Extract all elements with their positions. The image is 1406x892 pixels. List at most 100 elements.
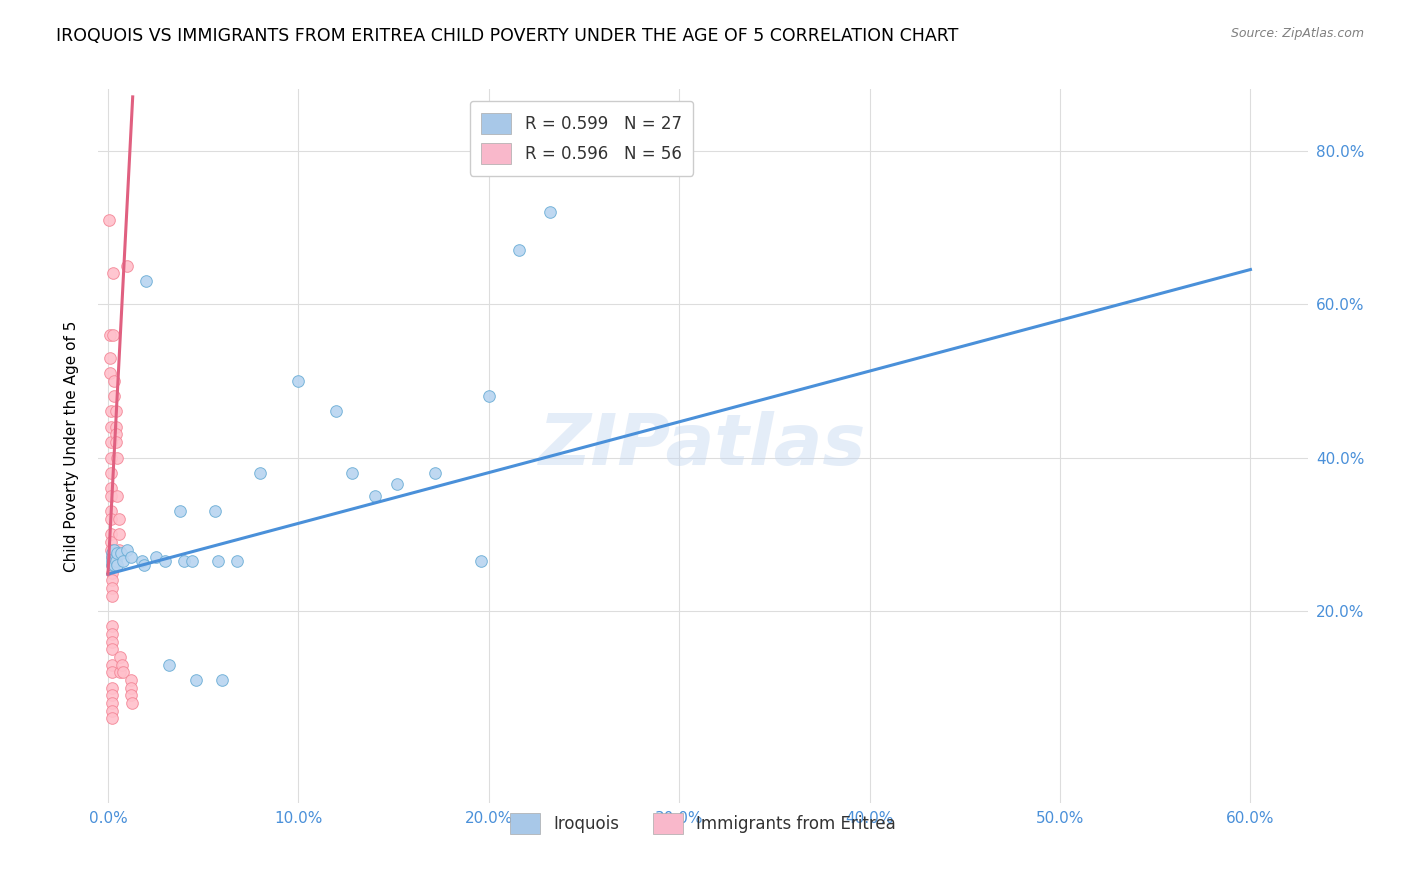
Point [100,711,122,725]
Point [287,374,309,388]
Point [103,554,125,568]
Point [134,558,156,572]
Point [145,550,167,565]
Point [100,589,122,603]
Point [184,673,207,687]
Point [100,450,122,465]
Point [107,546,129,560]
Point [100,527,122,541]
Point [103,389,125,403]
Point [103,558,125,572]
Point [98,366,121,380]
Point [100,665,122,680]
Point [100,489,122,503]
Point [104,419,127,434]
Point [211,673,233,687]
Y-axis label: Child Poverty Under the Age of 5: Child Poverty Under the Age of 5 [65,320,79,572]
Point [180,554,202,568]
Point [249,466,271,480]
Point [100,554,122,568]
Point [100,681,122,695]
Text: ZIPatlas: ZIPatlas [540,411,866,481]
Point [100,558,122,572]
Point [101,266,124,280]
Point [107,527,129,541]
Point [169,504,191,518]
Point [100,657,122,672]
Point [100,627,122,641]
Point [173,554,195,568]
Point [107,558,129,572]
Point [204,504,226,518]
Point [100,504,122,518]
Point [226,554,249,568]
Point [131,554,153,568]
Point [100,512,122,526]
Point [104,554,127,568]
Point [111,657,134,672]
Point [478,389,501,403]
Point [104,435,127,450]
Point [100,546,122,560]
Point [115,259,138,273]
Point [100,419,122,434]
Point [100,550,122,565]
Point [100,550,122,565]
Point [100,404,122,418]
Point [120,673,142,687]
Point [325,404,347,418]
Point [100,689,122,703]
Point [103,327,125,342]
Point [120,550,142,565]
Point [100,619,122,633]
Point [100,466,122,480]
Point [98,351,121,365]
Point [425,466,447,480]
Point [121,696,143,710]
Point [135,274,157,288]
Point [98,327,121,342]
Point [100,542,122,557]
Point [100,558,122,572]
Point [104,404,127,418]
Point [207,554,229,568]
Point [100,642,122,657]
Point [387,477,409,491]
Text: Source: ZipAtlas.com: Source: ZipAtlas.com [1230,27,1364,40]
Point [157,657,180,672]
Point [103,546,125,560]
Point [112,665,135,680]
Point [104,427,127,442]
Point [108,650,131,665]
Point [363,489,385,503]
Point [103,542,125,557]
Point [508,244,530,258]
Point [100,704,122,718]
Point [100,535,122,549]
Point [340,466,363,480]
Point [104,550,127,565]
Point [100,581,122,595]
Point [100,566,122,580]
Legend: Iroquois, Immigrants from Eritrea: Iroquois, Immigrants from Eritrea [501,803,905,845]
Point [110,546,132,560]
Point [538,205,561,219]
Point [103,374,125,388]
Point [100,435,122,450]
Point [105,489,128,503]
Point [100,481,122,495]
Text: IROQUOIS VS IMMIGRANTS FROM ERITREA CHILD POVERTY UNDER THE AGE OF 5 CORRELATION: IROQUOIS VS IMMIGRANTS FROM ERITREA CHIL… [56,27,959,45]
Point [108,665,131,680]
Point [470,554,492,568]
Point [100,634,122,648]
Point [108,542,131,557]
Point [153,554,176,568]
Point [120,681,142,695]
Point [98,212,121,227]
Point [105,450,128,465]
Point [115,542,138,557]
Point [107,512,129,526]
Point [100,696,122,710]
Point [100,574,122,588]
Point [112,554,135,568]
